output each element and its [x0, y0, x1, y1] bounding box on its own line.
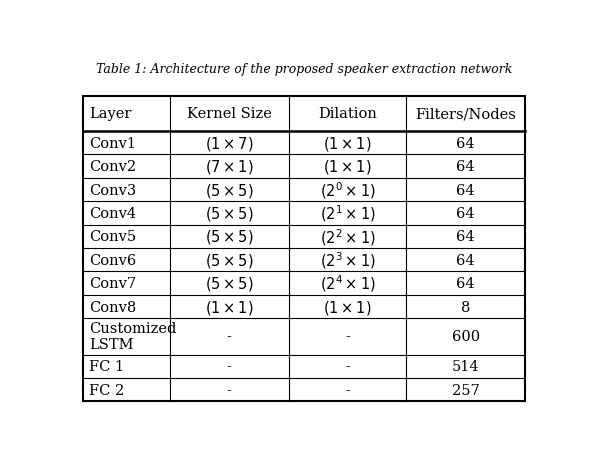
Text: $(2^{3} \times 1)$: $(2^{3} \times 1)$: [320, 250, 375, 270]
Text: $(5 \times 5)$: $(5 \times 5)$: [205, 181, 254, 199]
Text: $(7 \times 1)$: $(7 \times 1)$: [205, 158, 254, 176]
Text: 600: 600: [451, 330, 480, 344]
Text: Layer: Layer: [90, 107, 132, 121]
Text: Conv6: Conv6: [90, 253, 137, 267]
Text: 64: 64: [456, 230, 475, 244]
Text: $(5 \times 5)$: $(5 \times 5)$: [205, 274, 254, 293]
Text: FC 1: FC 1: [90, 359, 125, 374]
Text: 64: 64: [456, 277, 475, 290]
Text: 64: 64: [456, 160, 475, 174]
Text: $(5 \times 5)$: $(5 \times 5)$: [205, 204, 254, 222]
Text: LSTM: LSTM: [90, 338, 134, 352]
Text: Conv7: Conv7: [90, 277, 137, 290]
Text: Table 1: Architecture of the proposed speaker extraction network: Table 1: Architecture of the proposed sp…: [96, 63, 513, 76]
Text: 8: 8: [461, 300, 470, 314]
Text: 64: 64: [456, 253, 475, 267]
Text: 64: 64: [456, 183, 475, 197]
Text: 257: 257: [452, 383, 479, 397]
Text: Conv2: Conv2: [90, 160, 137, 174]
Text: $(1 \times 7)$: $(1 \times 7)$: [205, 134, 254, 152]
Text: $(1 \times 1)$: $(1 \times 1)$: [323, 134, 372, 152]
Text: Conv8: Conv8: [90, 300, 137, 314]
Text: Conv5: Conv5: [90, 230, 137, 244]
Text: Dilation: Dilation: [318, 107, 377, 121]
Text: $(2^{1} \times 1)$: $(2^{1} \times 1)$: [320, 203, 375, 224]
Text: -: -: [345, 330, 350, 344]
Text: -: -: [345, 359, 350, 374]
Text: FC 2: FC 2: [90, 383, 125, 397]
Text: $(1 \times 1)$: $(1 \times 1)$: [323, 158, 372, 176]
Text: $(2^{2} \times 1)$: $(2^{2} \times 1)$: [320, 227, 375, 247]
Text: $(1 \times 1)$: $(1 \times 1)$: [323, 298, 372, 316]
Text: $(5 \times 5)$: $(5 \times 5)$: [205, 228, 254, 246]
Text: 64: 64: [456, 207, 475, 220]
Text: -: -: [345, 383, 350, 397]
Text: Kernel Size: Kernel Size: [187, 107, 271, 121]
Text: Conv3: Conv3: [90, 183, 137, 197]
Text: $(2^{0} \times 1)$: $(2^{0} \times 1)$: [320, 180, 375, 200]
Text: Customized: Customized: [90, 322, 177, 336]
Text: -: -: [227, 330, 232, 344]
Text: Conv4: Conv4: [90, 207, 137, 220]
Text: -: -: [227, 383, 232, 397]
Text: -: -: [227, 359, 232, 374]
Text: Conv1: Conv1: [90, 136, 137, 150]
Text: 64: 64: [456, 136, 475, 150]
Text: $(5 \times 5)$: $(5 \times 5)$: [205, 251, 254, 269]
Text: Filters/Nodes: Filters/Nodes: [415, 107, 516, 121]
Text: 514: 514: [452, 359, 479, 374]
Text: $(1 \times 1)$: $(1 \times 1)$: [205, 298, 254, 316]
Text: $(2^{4} \times 1)$: $(2^{4} \times 1)$: [320, 273, 375, 294]
